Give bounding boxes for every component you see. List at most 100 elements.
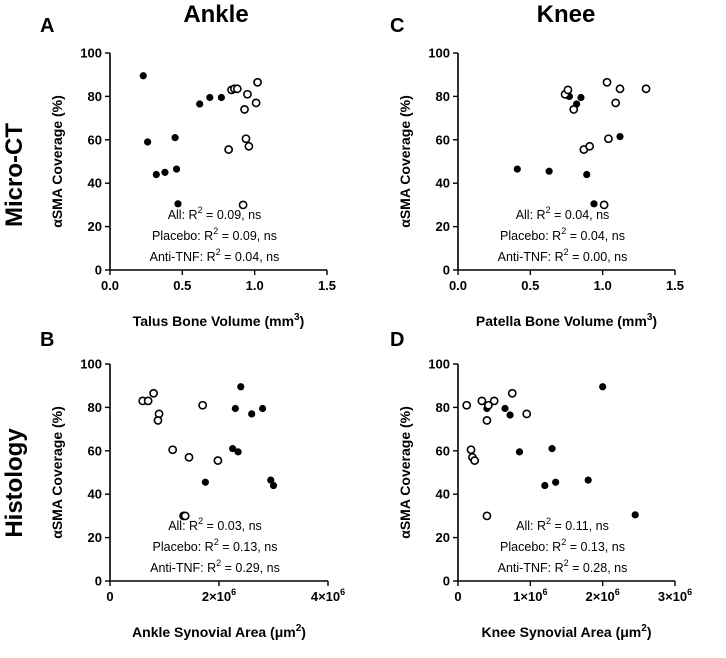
x-tick-label-exponent: 6 xyxy=(542,587,547,597)
r2-annotation-post: = 0.13, ns xyxy=(219,540,278,554)
x-tick-label-text: 1.5 xyxy=(318,278,336,293)
anti-tnf-point xyxy=(213,456,223,465)
y-axis-label: αSMA Coverage (%) xyxy=(397,406,413,539)
anti-tnf-point xyxy=(477,396,487,406)
placebo-point xyxy=(577,93,585,102)
placebo-point xyxy=(545,167,553,175)
row-title-histology: Histology xyxy=(1,428,28,538)
r2-annotation-post: = 0.28, ns xyxy=(569,561,628,575)
x-tick-label: 2×106 xyxy=(586,587,620,604)
x-axis-label-main: Knee Synovial Area (μm xyxy=(481,624,641,640)
anti-tnf-point xyxy=(232,84,242,94)
anti-tnf-point xyxy=(604,134,613,144)
r2-annotation-sup: 2 xyxy=(214,537,219,547)
x-tick-label: 1.5 xyxy=(318,278,336,293)
x-axis-label-sup: 2 xyxy=(641,623,647,634)
x-tick-label: 1.5 xyxy=(666,278,684,293)
y-tick-label: 80 xyxy=(88,400,102,415)
r2-annotation-pre: Placebo: R xyxy=(500,229,561,243)
x-axis-label: Knee Synovial Area (μm2) xyxy=(481,623,651,640)
panel-c: C 0 20 40 60 80 100 0.0 0.5 1.0 1.5 αSMA Coverage (… xyxy=(390,15,684,329)
x-tick-label-exponent: 6 xyxy=(231,587,236,597)
panel-letter: C xyxy=(390,15,404,37)
x-tick-label-text: 0 xyxy=(106,589,113,604)
anti-tnf-point xyxy=(180,511,190,521)
r2-annotation-sup: 2 xyxy=(198,516,203,526)
anti-tnf-point xyxy=(507,388,517,398)
x-tick-label-text: 0.0 xyxy=(449,278,467,293)
placebo-point xyxy=(584,476,592,484)
anti-tnf-point xyxy=(489,396,499,406)
y-tick-label: 100 xyxy=(80,357,102,372)
r2-annotation-post: = 0.09, ns xyxy=(218,229,277,243)
x-tick-label-text: 1.0 xyxy=(594,278,612,293)
placebo-point xyxy=(552,478,560,486)
placebo-point xyxy=(172,165,181,173)
placebo-point xyxy=(599,383,607,391)
x-tick-label-text: 0.5 xyxy=(173,278,191,293)
r2-annotation-pre: Placebo: R xyxy=(153,540,214,554)
placebo-point xyxy=(237,383,245,391)
r2-annotation-sup: 2 xyxy=(198,205,203,215)
x-axis-label: Talus Bone Volume (mm3) xyxy=(133,312,305,329)
anti-tnf-point xyxy=(611,98,621,108)
placebo-point xyxy=(152,170,160,179)
placebo-point xyxy=(171,134,179,142)
anti-tnf-point xyxy=(153,416,163,425)
r2-annotation-pre: Anti-TNF: R xyxy=(498,561,564,575)
r2-annotation: Placebo: R2 = 0.13, ns xyxy=(153,537,278,554)
x-tick-label: 1.0 xyxy=(246,278,264,293)
x-tick-label-text: 2×10 xyxy=(586,589,615,604)
y-tick-label: 80 xyxy=(436,89,450,104)
y-tick-label: 0 xyxy=(443,574,450,589)
anti-tnf-point xyxy=(641,84,651,94)
x-tick-label-text: 3×10 xyxy=(658,589,687,604)
y-tick-label: 60 xyxy=(88,443,102,458)
x-axis-label-sup: 3 xyxy=(647,312,653,323)
x-tick-label: 0.0 xyxy=(101,278,119,293)
r2-annotation-pre: All: R xyxy=(168,519,198,533)
anti-tnf-point xyxy=(244,141,254,151)
r2-annotation-post: = 0.29, ns xyxy=(221,561,280,575)
anti-tnf-point xyxy=(585,141,595,151)
row-title-microct: Micro-CT xyxy=(1,123,28,227)
r2-annotation-pre: Placebo: R xyxy=(500,540,561,554)
y-tick-label: 40 xyxy=(436,487,450,502)
x-axis-label: Patella Bone Volume (mm3) xyxy=(476,312,657,329)
r2-annotation-sup: 2 xyxy=(216,558,221,568)
r2-annotation-post: = 0.09, ns xyxy=(203,208,262,222)
placebo-point xyxy=(217,93,225,102)
x-tick-label-exponent: 6 xyxy=(615,587,620,597)
x-tick-label: 4×106 xyxy=(311,587,345,604)
r2-annotation: All: R2 = 0.03, ns xyxy=(168,516,262,533)
placebo-point xyxy=(513,165,521,173)
x-axis-label-tail: ) xyxy=(300,313,305,329)
r2-annotation-post: = 0.03, ns xyxy=(203,519,262,533)
anti-tnf-point xyxy=(240,105,249,114)
x-axis-label-sup: 2 xyxy=(296,623,302,634)
y-tick-label: 0 xyxy=(95,574,102,589)
placebo-point xyxy=(631,511,639,519)
anti-tnf-point xyxy=(243,89,252,99)
r2-annotation: Anti-TNF: R2 = 0.04, ns xyxy=(150,247,280,264)
x-axis-label-sup: 3 xyxy=(294,312,300,323)
r2-annotation-pre: All: R xyxy=(168,208,198,222)
r2-annotation-sup: 2 xyxy=(213,226,218,236)
y-tick-label: 20 xyxy=(88,219,102,234)
anti-tnf-point xyxy=(149,388,158,398)
y-tick-label: 80 xyxy=(88,89,102,104)
anti-tnf-point xyxy=(224,145,234,154)
r2-annotation: Placebo: R2 = 0.13, ns xyxy=(500,537,625,554)
anti-tnf-point xyxy=(470,456,480,465)
placebo-point xyxy=(541,481,549,490)
y-axis-label: αSMA Coverage (%) xyxy=(49,406,65,539)
r2-annotation: All: R2 = 0.11, ns xyxy=(516,516,609,533)
y-tick-label: 60 xyxy=(88,132,102,147)
anti-tnf-point xyxy=(615,84,625,94)
x-tick-label-text: 2×10 xyxy=(202,589,231,604)
x-tick-label-text: 1.5 xyxy=(666,278,684,293)
placebo-point xyxy=(234,448,242,456)
anti-tnf-point xyxy=(198,400,208,410)
r2-annotation-sup: 2 xyxy=(561,226,566,236)
placebo-point xyxy=(506,411,514,419)
